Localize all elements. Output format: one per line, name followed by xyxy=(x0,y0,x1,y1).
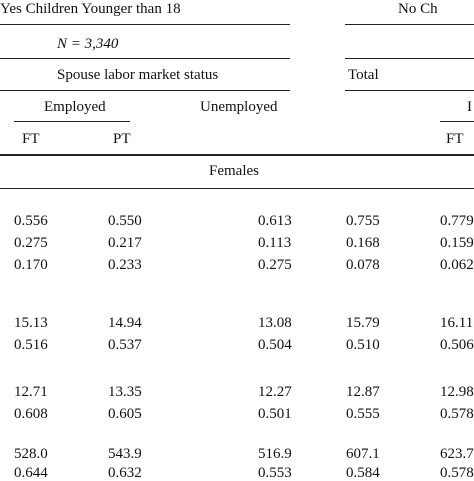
col-header-pt: PT xyxy=(113,131,131,147)
rule-spouse-right xyxy=(345,90,474,91)
table-cell: 0.550 xyxy=(108,213,142,229)
table-cell: 12.87 xyxy=(346,384,380,400)
table-cell: 0.233 xyxy=(108,257,142,273)
table-cell: 0.275 xyxy=(14,235,48,251)
table-cell: 0.275 xyxy=(258,257,292,273)
col-header-ft-right: FT xyxy=(446,131,464,147)
table-cell: 516.9 xyxy=(258,446,292,462)
right-partial-header: I xyxy=(467,99,472,115)
table-cell: 0.168 xyxy=(346,235,380,251)
rule-right-subgroup xyxy=(440,121,474,122)
table-cell: 0.501 xyxy=(258,406,292,422)
table-cell: 12.98 xyxy=(440,384,474,400)
table-cell: 528.0 xyxy=(14,446,48,462)
group-header-children: Yes Children Younger than 18 xyxy=(0,1,181,17)
rule-employed xyxy=(14,121,130,122)
table-cell: 15.13 xyxy=(14,315,48,331)
table-cell: 0.159 xyxy=(440,235,474,251)
table-cell: 0.613 xyxy=(258,213,292,229)
table-cell: 0.556 xyxy=(14,213,48,229)
table-cell: 12.27 xyxy=(258,384,292,400)
table-cell: 0.506 xyxy=(440,337,474,353)
table-cell: 12.71 xyxy=(14,384,48,400)
rule-group-left xyxy=(0,24,290,25)
table-cell: 15.79 xyxy=(346,315,380,331)
table-cell: 0.555 xyxy=(346,406,380,422)
group-header-no-children: No Ch xyxy=(398,1,438,17)
rule-group-right xyxy=(345,24,474,25)
table-cell: 0.062 xyxy=(440,257,474,273)
table-cell: 0.078 xyxy=(346,257,380,273)
rule-header-bottom xyxy=(0,154,474,156)
table-cell: 0.217 xyxy=(108,235,142,251)
table-cell: 0.605 xyxy=(108,406,142,422)
sample-size-label: N = 3,340 xyxy=(57,36,119,52)
col-header-ft: FT xyxy=(22,131,40,147)
table-cell: 543.9 xyxy=(108,446,142,462)
table-cell: 623.7 xyxy=(440,446,474,462)
table-cell: 0.779 xyxy=(440,213,474,229)
table-cell: 0.537 xyxy=(108,337,142,353)
unemployed-header: Unemployed xyxy=(200,99,278,115)
table-cell: 0.516 xyxy=(14,337,48,353)
table-cell: 14.94 xyxy=(108,315,142,331)
table-cell: 0.170 xyxy=(14,257,48,273)
table-cell: 0.113 xyxy=(258,235,292,251)
table-cell: 0.504 xyxy=(258,337,292,353)
table-cell: 607.1 xyxy=(346,446,380,462)
table-cell: 13.35 xyxy=(108,384,142,400)
table-cell: 0.578 xyxy=(440,406,474,422)
total-header: Total xyxy=(348,67,379,83)
spouse-status-header: Spouse labor market status xyxy=(57,67,219,83)
table-cell: 0.510 xyxy=(346,337,380,353)
rule-spouse-left xyxy=(0,90,290,91)
table-cell: 16.11 xyxy=(440,315,474,331)
rule-section xyxy=(0,188,474,189)
table-cell: 0.755 xyxy=(346,213,380,229)
table-cell: 0.608 xyxy=(14,406,48,422)
table-cell: 13.08 xyxy=(258,315,292,331)
employed-header: Employed xyxy=(44,99,106,115)
section-label-females: Females xyxy=(209,163,259,179)
rule-n-right xyxy=(345,58,474,59)
rule-n-left xyxy=(0,58,290,59)
